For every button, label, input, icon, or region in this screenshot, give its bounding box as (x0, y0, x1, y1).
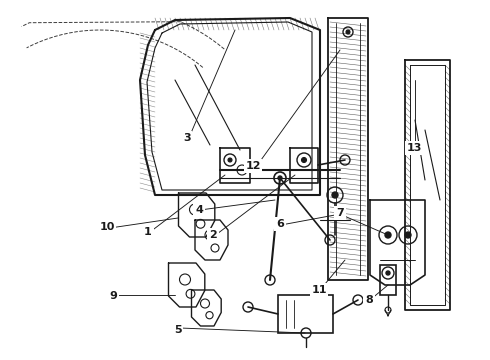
Text: 6: 6 (276, 219, 284, 229)
Text: 5: 5 (174, 325, 182, 335)
Circle shape (346, 30, 350, 34)
Circle shape (278, 176, 282, 180)
Text: 3: 3 (183, 133, 191, 143)
Circle shape (385, 232, 391, 238)
Text: 10: 10 (99, 222, 115, 232)
Text: 7: 7 (336, 208, 344, 218)
Text: 13: 13 (406, 143, 422, 153)
Text: 2: 2 (209, 230, 217, 240)
Circle shape (301, 158, 307, 162)
Text: 11: 11 (311, 285, 327, 295)
Text: 12: 12 (245, 161, 261, 171)
Text: 9: 9 (109, 291, 117, 301)
Bar (380, 265, 396, 295)
Text: 4: 4 (195, 205, 203, 215)
Circle shape (386, 271, 390, 275)
Circle shape (405, 232, 411, 238)
Circle shape (228, 158, 232, 162)
Bar (278, 295, 333, 333)
Circle shape (332, 192, 338, 198)
Text: 1: 1 (144, 227, 152, 237)
Text: 8: 8 (365, 295, 373, 305)
